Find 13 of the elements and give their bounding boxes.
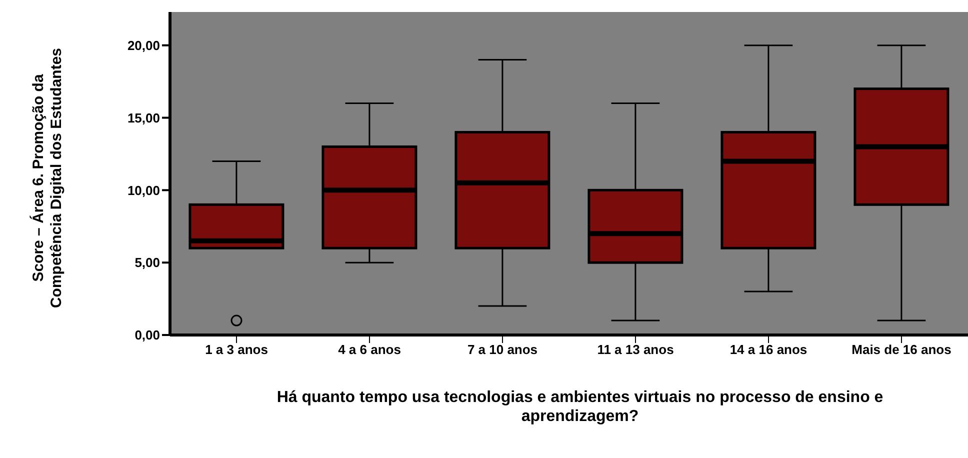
x-tick-label: 1 a 3 anos: [205, 342, 268, 358]
x-axis-title: Há quanto tempo usa tecnologias e ambientes virtuais no processo de ensino e aprendizagem?: [276, 388, 884, 426]
y-tick-label: 10,00: [127, 182, 160, 198]
x-tick-label: 7 a 10 anos: [467, 342, 538, 358]
y-tick-label: 0,00: [134, 328, 160, 343]
x-tick-label: 11 a 13 anos: [597, 342, 674, 358]
x-tick-label: 14 a 16 anos: [730, 342, 808, 358]
x-tick-label: Mais de 16 anos: [852, 342, 952, 358]
y-tick-label: 20,00: [127, 38, 160, 53]
y-tick-label: 15,00: [127, 110, 160, 126]
y-axis-title: Score – Área 6. Promoção da Competência Digital dos Estudantes: [30, 46, 66, 310]
x-tick-label: 4 a 6 anos: [338, 342, 401, 358]
y-tick-label: 5,00: [134, 255, 160, 270]
